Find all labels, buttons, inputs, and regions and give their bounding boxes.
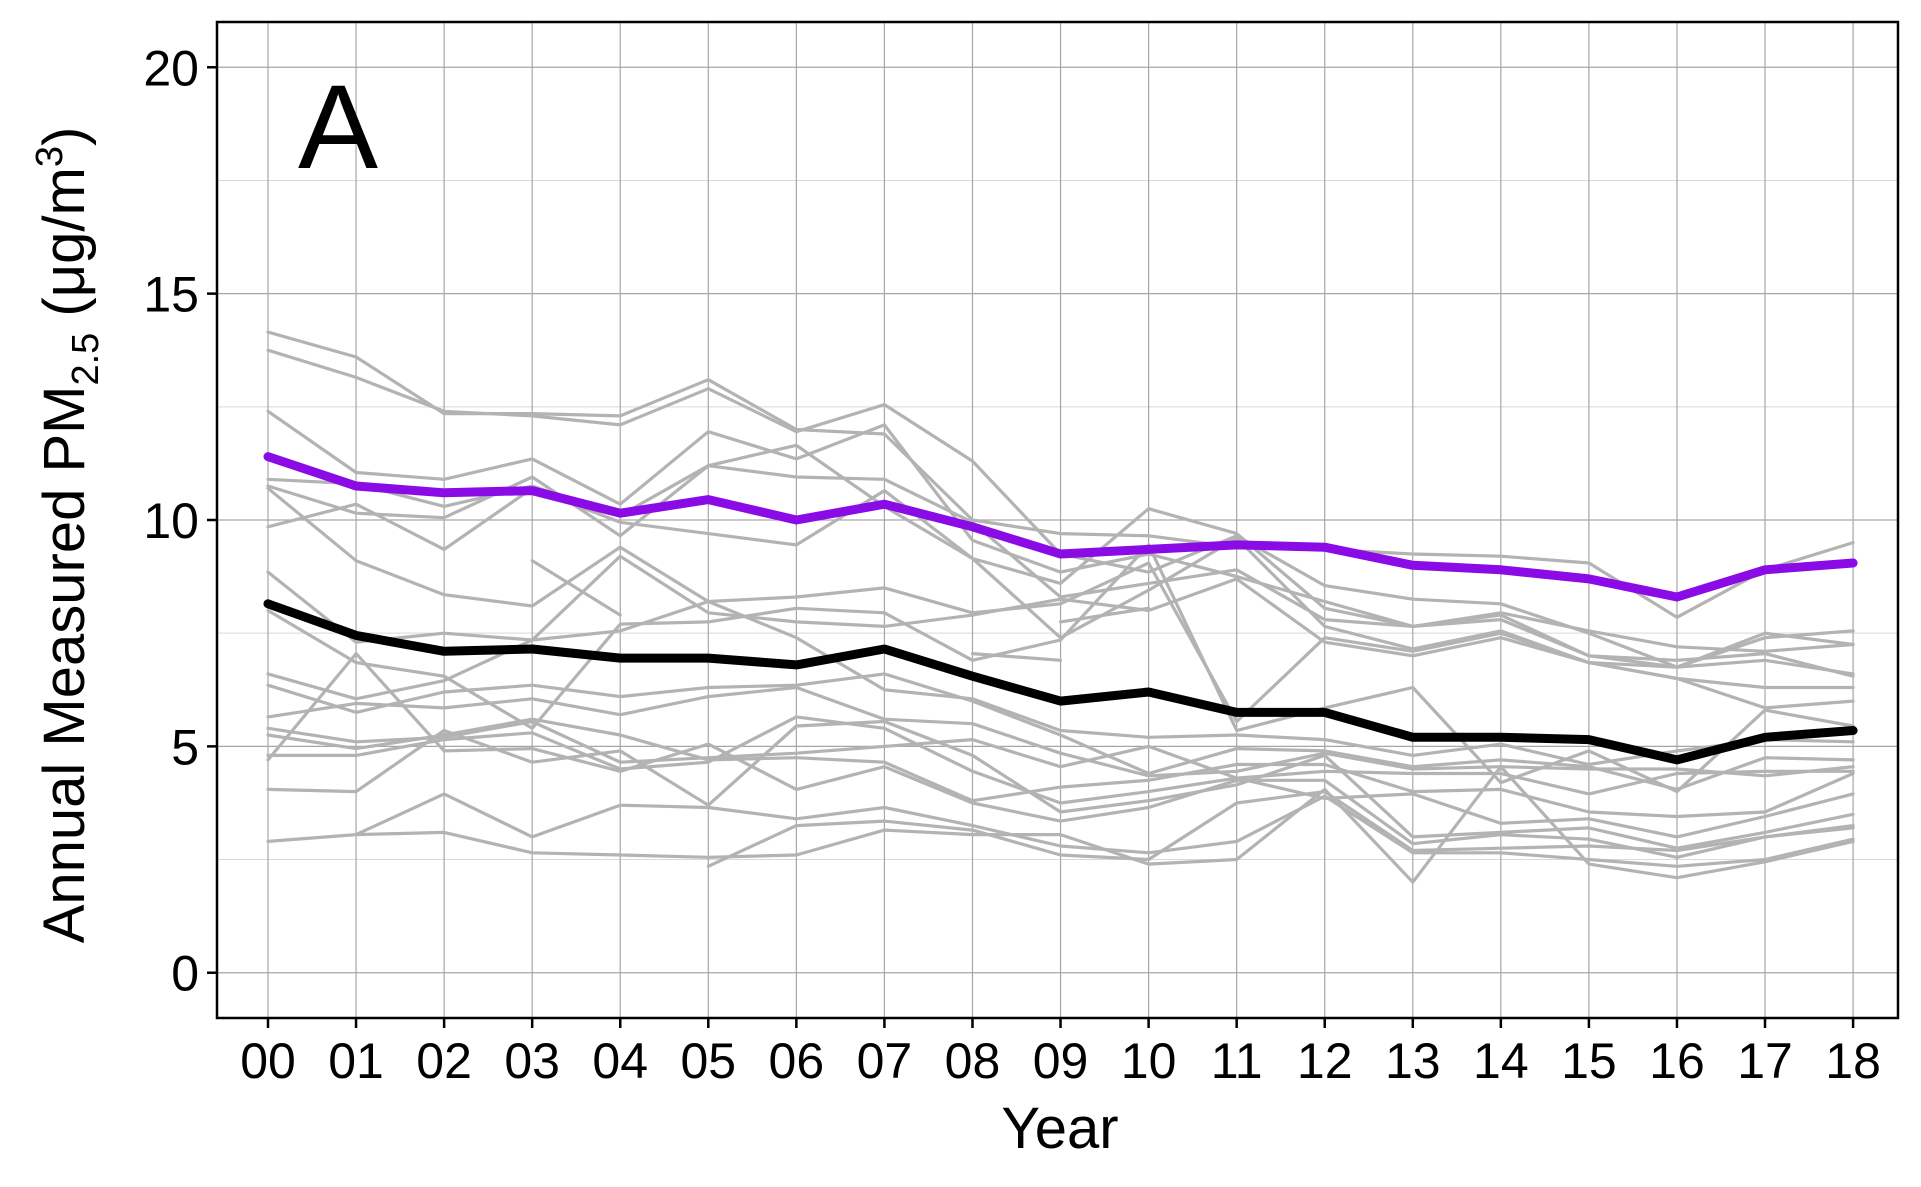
series-line-2 — [266, 330, 1855, 619]
y-tick-label: 15 — [143, 267, 199, 323]
series-line-5 — [266, 443, 1855, 669]
series-line-1 — [263, 599, 1858, 765]
x-tick-label: 00 — [240, 1033, 296, 1089]
x-tick-label: 06 — [769, 1033, 825, 1089]
series-line-19 — [266, 792, 1855, 868]
x-tick-label: 07 — [857, 1033, 913, 1089]
x-axis-title: Year — [1001, 1096, 1118, 1161]
series-line-22 — [530, 559, 622, 617]
y-tick-label: 20 — [143, 40, 199, 96]
y-axis-title-unit-close: ) — [32, 127, 97, 146]
x-tick-label: 09 — [1033, 1033, 1089, 1089]
x-tick-label: 17 — [1737, 1033, 1793, 1089]
series-line-10 — [266, 543, 1855, 794]
y-tick-label: 5 — [171, 719, 199, 775]
x-tick-label: 14 — [1473, 1033, 1529, 1089]
x-tick-label: 10 — [1121, 1033, 1177, 1089]
series-line-18 — [266, 652, 1855, 859]
y-axis-title-main: Annual Measured PM — [32, 386, 97, 944]
y-axis-title-unit-superscript: 3 — [29, 146, 71, 167]
series-line-4 — [266, 409, 1855, 653]
y-axis-title: Annual Measured PM2.5 (μg/m3) — [29, 127, 107, 944]
panel-label: A — [298, 60, 378, 194]
series-line-13 — [266, 685, 1855, 778]
y-tick-label: 0 — [171, 946, 199, 1002]
x-tick-label: 03 — [504, 1033, 560, 1089]
series-layer — [263, 330, 1858, 884]
x-tick-label: 13 — [1385, 1033, 1441, 1089]
x-tick-label: 16 — [1649, 1033, 1705, 1089]
y-axis-title-subscript: 2.5 — [65, 333, 107, 386]
series-line-0 — [263, 452, 1858, 602]
x-tick-label: 04 — [592, 1033, 648, 1089]
x-tick-label: 12 — [1297, 1033, 1353, 1089]
y-axis-title-unit-open: (μg/m — [32, 167, 97, 333]
series-line-21 — [706, 790, 1855, 868]
x-tick-label: 11 — [1211, 1033, 1263, 1089]
series-line-12 — [266, 672, 1855, 791]
x-tick-label: 02 — [416, 1033, 472, 1089]
series-line-23 — [970, 652, 1063, 662]
grid-layer — [217, 22, 1898, 1018]
series-line-15 — [266, 717, 1855, 819]
x-tick-label: 15 — [1561, 1033, 1617, 1089]
x-tick-label: 08 — [945, 1033, 1001, 1089]
x-tick-label: 18 — [1825, 1033, 1881, 1089]
series-line-17 — [266, 719, 1855, 850]
y-tick-label: 10 — [143, 493, 199, 549]
x-tick-label: 05 — [680, 1033, 736, 1089]
x-tick-label: 01 — [328, 1033, 384, 1089]
series-line-16 — [266, 715, 1855, 839]
series-line-14 — [266, 719, 1855, 796]
